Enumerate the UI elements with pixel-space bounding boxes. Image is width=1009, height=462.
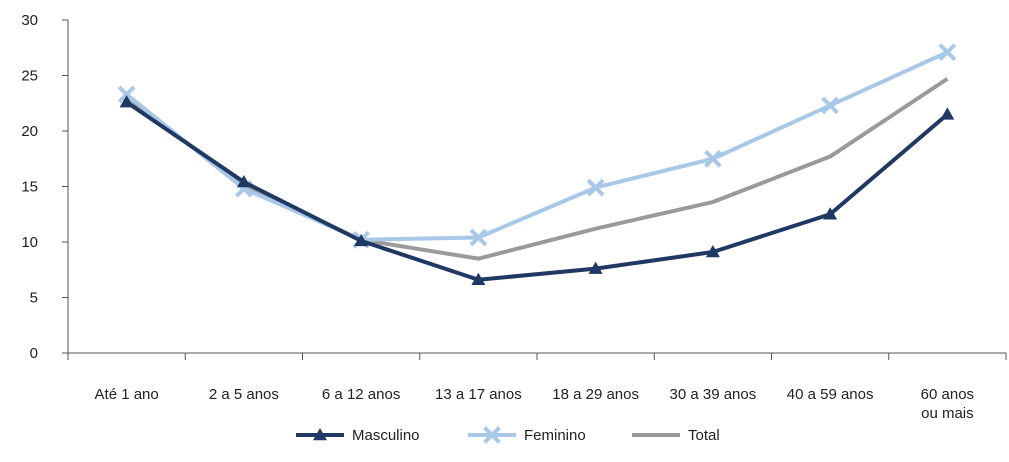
legend: Masculino Feminino Total bbox=[296, 426, 720, 444]
legend-label: Feminino bbox=[524, 427, 586, 444]
point-feminino bbox=[469, 228, 488, 247]
legend-item-feminino: Feminino bbox=[468, 426, 586, 444]
x-tick-label: 60 anos ou mais bbox=[921, 386, 974, 422]
series-total bbox=[125, 77, 949, 261]
point-feminino bbox=[117, 85, 136, 104]
x-marker-stroke bbox=[586, 178, 605, 197]
x-marker-stroke bbox=[821, 96, 839, 115]
y-tick-label: 10 bbox=[21, 234, 38, 251]
x-tick-label-line: 30 a 39 anos bbox=[670, 386, 757, 403]
point-feminino bbox=[821, 96, 839, 115]
x-tick-label: 30 a 39 anos bbox=[670, 386, 757, 403]
y-tick-label: 5 bbox=[30, 290, 38, 307]
point-feminino bbox=[704, 149, 722, 168]
point-feminino bbox=[938, 43, 957, 62]
point-legend-masculino bbox=[313, 428, 327, 441]
x-tick-label-line: 60 anos bbox=[921, 386, 974, 403]
x-tick-label: 40 a 59 anos bbox=[787, 386, 874, 403]
point-masculino bbox=[823, 207, 838, 220]
x-tick-label: 13 a 17 anos bbox=[435, 386, 522, 403]
x-marker-stroke bbox=[704, 149, 722, 168]
legend-item-total: Total bbox=[632, 427, 720, 444]
x-tick-label-line: 40 a 59 anos bbox=[787, 386, 874, 403]
x-tick-label: 18 a 29 anos bbox=[552, 386, 639, 403]
series-layer bbox=[117, 43, 957, 285]
point-masculino bbox=[471, 272, 486, 285]
series-line-masculino bbox=[125, 100, 949, 282]
x-axis: Até 1 ano 2 a 5 anos 6 a 12 anos 13 a 17 an… bbox=[67, 352, 1007, 422]
legend-label: Masculino bbox=[352, 427, 420, 444]
point-legend-feminino bbox=[483, 426, 501, 444]
y-tick-label: 20 bbox=[21, 123, 38, 140]
point-masculino bbox=[354, 233, 369, 247]
y-tick-label: 30 bbox=[21, 12, 38, 29]
x-tick-label-line: 13 a 17 anos bbox=[435, 386, 522, 403]
x-marker-stroke bbox=[483, 426, 501, 444]
point-masculino bbox=[119, 95, 134, 108]
y-tick-label: 25 bbox=[21, 68, 38, 85]
x-tick-label-line: 18 a 29 anos bbox=[552, 386, 639, 403]
x-marker-stroke bbox=[938, 43, 957, 62]
x-tick-label: 6 a 12 anos bbox=[322, 386, 400, 403]
y-tick-label: 0 bbox=[30, 345, 38, 362]
x-tick-label-line: Até 1 ano bbox=[95, 386, 159, 403]
legend-item-masculino: Masculino bbox=[296, 427, 420, 444]
x-marker-stroke bbox=[117, 85, 136, 104]
x-tick-label-line: ou mais bbox=[921, 405, 974, 422]
series-line-total bbox=[125, 77, 949, 261]
y-axis: 0 5 10 15 20 25 30 bbox=[21, 12, 69, 362]
series-line-feminino bbox=[125, 50, 949, 242]
point-feminino bbox=[586, 178, 605, 197]
y-tick-label: 15 bbox=[21, 179, 38, 196]
x-tick-label: Até 1 ano bbox=[95, 386, 159, 403]
series-masculino bbox=[119, 95, 955, 285]
x-marker-stroke bbox=[469, 228, 488, 247]
legend-label: Total bbox=[688, 427, 720, 444]
x-tick-label: 2 a 5 anos bbox=[209, 386, 279, 403]
point-masculino bbox=[940, 107, 955, 120]
x-tick-label-line: 2 a 5 anos bbox=[209, 386, 279, 403]
point-masculino bbox=[236, 175, 251, 188]
point-masculino bbox=[705, 244, 720, 258]
x-tick-label-line: 6 a 12 anos bbox=[322, 386, 400, 403]
point-masculino bbox=[588, 261, 603, 274]
